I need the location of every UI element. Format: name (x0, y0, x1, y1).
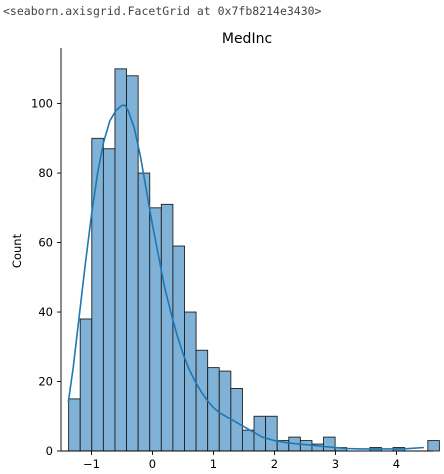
chart-title: MedInc (222, 31, 272, 47)
histogram-bar (137, 172, 151, 452)
cell-output-repr: <seaborn.axisgrid.FacetGrid at 0x7fb8214… (3, 4, 322, 18)
y-axis-label: Count (10, 233, 24, 268)
histogram-bar (79, 318, 93, 452)
kde-curve (67, 104, 424, 450)
y-tick-label: 40 (38, 305, 53, 319)
histogram-bar (68, 398, 81, 452)
y-tick-label: 80 (38, 166, 53, 180)
histogram-bar (218, 370, 232, 452)
histogram-bar (241, 429, 255, 452)
histogram-bar (126, 75, 139, 452)
x-tick-label: 4 (393, 457, 400, 471)
y-tick-label: 20 (38, 375, 53, 389)
x-tick-label: 3 (332, 457, 339, 471)
histogram-bar (195, 349, 209, 452)
histogram-bar (114, 68, 128, 452)
histogram-bar (323, 436, 336, 452)
y-tick-label: 60 (38, 236, 53, 250)
y-tick-label: 100 (31, 97, 53, 111)
histogram-bar (172, 245, 185, 452)
x-tick-label: 1 (210, 457, 217, 471)
histogram-bars (68, 68, 440, 452)
x-tick-label: 0 (149, 457, 156, 471)
y-axis-ticks: 0 20 40 60 80 100 (31, 97, 61, 458)
histogram-bar (265, 415, 278, 452)
histogram-bar (160, 203, 174, 452)
histogram-bar (207, 367, 220, 452)
x-axis-ticks: −1 0 1 2 3 4 (83, 451, 400, 471)
histogram-bar (427, 440, 440, 452)
y-tick-label: 0 (46, 444, 53, 458)
x-tick-label: 2 (271, 457, 278, 471)
histogram-bar (91, 137, 104, 452)
histogram-bar (102, 148, 116, 452)
x-tick-label: −1 (83, 457, 100, 471)
